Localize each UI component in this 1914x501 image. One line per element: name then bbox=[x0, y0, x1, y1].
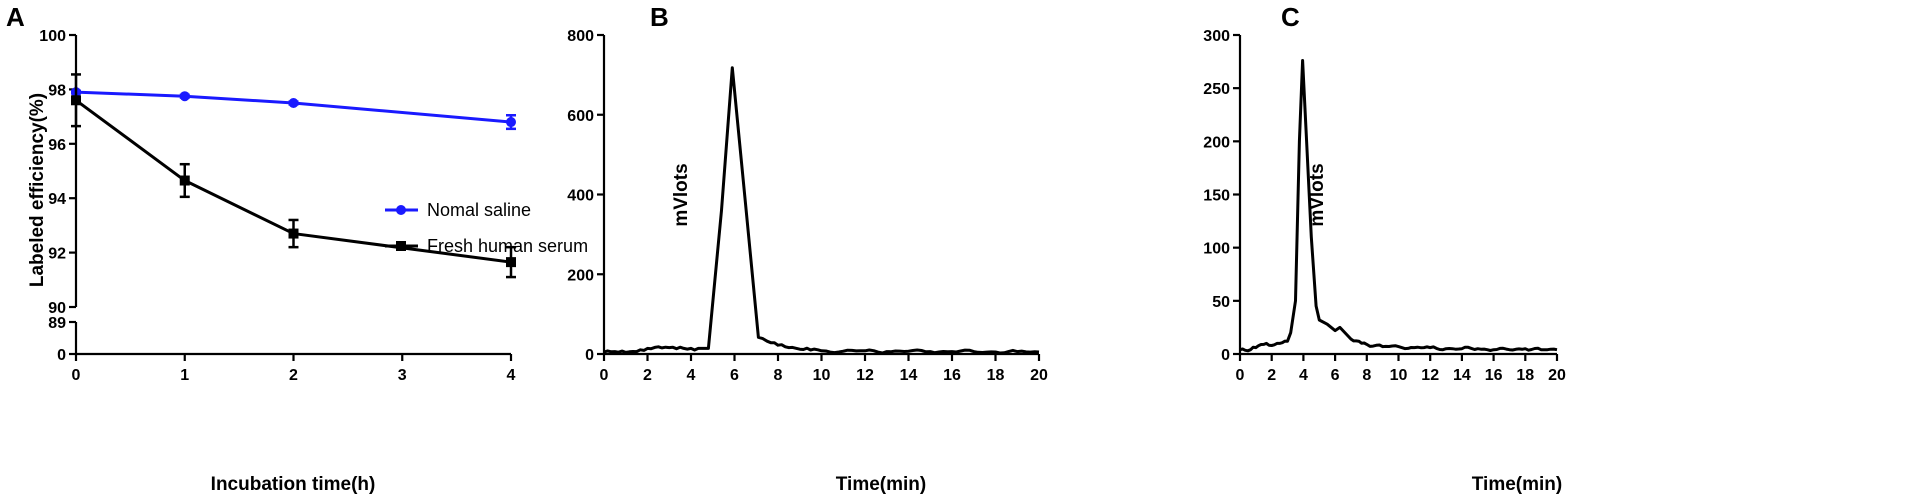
data-point-saline bbox=[506, 117, 516, 128]
panel-a-axes bbox=[74, 35, 511, 356]
panel-c-x-tick-label: 18 bbox=[1516, 367, 1534, 384]
panel-b-x-tick-label: 20 bbox=[1030, 367, 1048, 384]
panel-b-y-tick-label: 600 bbox=[567, 108, 594, 125]
chart-panel-a: 90 92 94 96 98 100 0 89 0 1 2 3 4 Labeled efficiency… bbox=[27, 28, 588, 495]
panel-a-y-tick-label: 98 bbox=[48, 82, 66, 99]
panel-c-x-tick-label: 2 bbox=[1267, 367, 1276, 384]
panel-b-x-tick-label: 8 bbox=[774, 367, 783, 384]
panel-a-y-axis-title: Labeled efficiency(%) bbox=[27, 93, 48, 287]
panel-c-y-tick-label: 150 bbox=[1203, 188, 1230, 205]
panel-a-y-tick-label: 0 bbox=[57, 347, 66, 364]
panel-b-y-tick-label: 400 bbox=[567, 188, 594, 205]
panel-a-x-tick-label: 2 bbox=[289, 367, 298, 384]
panel-a-y-tick-label: 89 bbox=[48, 315, 66, 332]
panel-c-y-tick-label: 0 bbox=[1221, 347, 1230, 364]
panel-c-ticks: 0 50 100 150 200 250 300 0 2 4 6 8 10 12 14 16 18 20 bbox=[1203, 28, 1566, 384]
panel-c-x-tick-label: 16 bbox=[1485, 367, 1503, 384]
panel-a-ticks: 90 92 94 96 98 100 0 89 0 1 2 3 4 bbox=[39, 28, 515, 384]
panel-c-axes bbox=[1238, 35, 1557, 356]
data-point-serum bbox=[179, 175, 190, 186]
panel-b-y-tick-label: 0 bbox=[585, 347, 594, 364]
panel-c-x-tick-label: 4 bbox=[1299, 367, 1308, 384]
panel-a-y-tick-label: 92 bbox=[48, 246, 66, 263]
chart-panel-b: 0 200 400 600 800 0 2 4 6 8 10 12 14 16 18 20 mVlots Ti… bbox=[567, 28, 1048, 495]
panel-b-x-axis-title: Time(min) bbox=[836, 474, 926, 495]
panel-b-chromatogram-trace bbox=[603, 66, 1040, 355]
legend-marker-serum bbox=[396, 241, 406, 251]
panel-b-x-tick-label: 6 bbox=[730, 367, 739, 384]
panel-letter-a: A bbox=[6, 2, 25, 32]
panel-b-x-tick-label: 12 bbox=[856, 367, 874, 384]
panel-c-x-tick-label: 12 bbox=[1421, 367, 1439, 384]
panel-a-x-tick-label: 3 bbox=[398, 367, 407, 384]
panel-b-x-tick-label: 16 bbox=[943, 367, 961, 384]
legend-label-serum: Fresh human serum bbox=[427, 236, 588, 256]
panel-a-x-tick-label: 4 bbox=[507, 367, 516, 384]
panel-a-x-tick-label: 1 bbox=[180, 367, 189, 384]
panel-c-y-tick-label: 50 bbox=[1212, 294, 1230, 311]
data-point-saline bbox=[288, 98, 299, 108]
panel-a-series bbox=[71, 73, 516, 279]
panel-b-axes bbox=[602, 35, 1039, 356]
panel-b-y-tick-label: 800 bbox=[567, 28, 594, 45]
panel-c-x-tick-label: 0 bbox=[1236, 367, 1245, 384]
panel-c-y-tick-label: 200 bbox=[1203, 134, 1230, 151]
panel-c-x-axis-title: Time(min) bbox=[1472, 474, 1562, 495]
panel-c-x-tick-label: 10 bbox=[1390, 367, 1408, 384]
panel-b-ticks: 0 200 400 600 800 0 2 4 6 8 10 12 14 16 18 20 bbox=[567, 28, 1048, 384]
data-point-saline bbox=[179, 91, 190, 102]
series-line-saline bbox=[75, 90, 512, 124]
panel-b-y-tick-label: 200 bbox=[567, 267, 594, 284]
panel-b-x-tick-label: 10 bbox=[813, 367, 831, 384]
panel-b-x-tick-label: 4 bbox=[687, 367, 696, 384]
legend-label-saline: Nomal saline bbox=[427, 200, 531, 220]
panel-c-x-tick-label: 6 bbox=[1331, 367, 1340, 384]
legend-marker-saline bbox=[396, 205, 406, 215]
panel-a-y-tick-label: 90 bbox=[48, 300, 66, 317]
legend: Nomal saline Fresh human serum bbox=[385, 200, 588, 256]
panel-c-x-tick-label: 14 bbox=[1453, 367, 1471, 384]
panel-a-x-tick-label: 0 bbox=[72, 367, 81, 384]
chart-panel-c: 0 50 100 150 200 250 300 0 2 4 6 8 10 12 14 16 18 20 mVlo… bbox=[1203, 28, 1566, 495]
panel-a-y-tick-label: 96 bbox=[48, 137, 66, 154]
panel-c-y-tick-label: 100 bbox=[1203, 241, 1230, 258]
panel-b-x-tick-label: 2 bbox=[643, 367, 652, 384]
panel-c-x-tick-label: 8 bbox=[1362, 367, 1371, 384]
panel-a-y-tick-label: 94 bbox=[48, 191, 66, 208]
panel-c-y-tick-label: 300 bbox=[1203, 28, 1230, 45]
data-point-serum bbox=[288, 228, 299, 239]
panel-a-y-tick-label: 100 bbox=[39, 28, 66, 45]
panel-c-y-tick-label: 250 bbox=[1203, 81, 1230, 98]
panel-c-y-axis-title: mVlots bbox=[1307, 163, 1328, 226]
panel-b-x-tick-label: 18 bbox=[987, 367, 1005, 384]
data-point-serum bbox=[506, 257, 516, 268]
data-point-serum bbox=[71, 95, 81, 106]
panel-c-chromatogram-trace bbox=[1239, 59, 1558, 353]
panel-letter-c: C bbox=[1281, 2, 1300, 32]
panel-b-y-axis-title: mVlots bbox=[671, 163, 692, 226]
panel-a-x-axis-title: Incubation time(h) bbox=[211, 474, 376, 495]
panel-letter-b: B bbox=[650, 2, 669, 32]
panel-b-x-tick-label: 14 bbox=[900, 367, 918, 384]
panel-b-x-tick-label: 0 bbox=[600, 367, 609, 384]
panel-c-x-tick-label: 20 bbox=[1548, 367, 1566, 384]
